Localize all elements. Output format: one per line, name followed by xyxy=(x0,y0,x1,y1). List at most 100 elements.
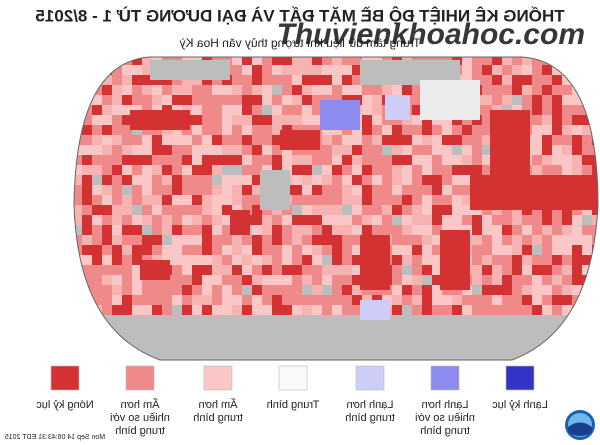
map-cell xyxy=(412,155,422,165)
map-cell xyxy=(302,165,312,175)
map-cell xyxy=(332,75,342,85)
map-cell xyxy=(122,215,132,225)
map-cell xyxy=(312,295,322,305)
map-cell xyxy=(122,115,132,125)
map-cell xyxy=(322,145,332,155)
map-cell xyxy=(302,345,312,355)
map-cell xyxy=(192,125,202,135)
map-cell xyxy=(562,155,572,165)
map-cell xyxy=(182,245,192,255)
map-cell xyxy=(132,305,142,315)
map-cell xyxy=(512,325,522,335)
map-cell xyxy=(392,285,402,295)
map-cell xyxy=(292,85,302,95)
map-cell xyxy=(582,305,592,315)
map-cell xyxy=(582,255,592,265)
map-cell xyxy=(352,57,362,65)
map-cell xyxy=(122,245,132,255)
map-cell xyxy=(512,315,522,325)
map-cell xyxy=(102,225,112,235)
map-cell xyxy=(492,285,502,295)
map-cell xyxy=(112,75,122,85)
map-cell xyxy=(352,305,362,315)
map-cell xyxy=(352,235,362,245)
map-cell xyxy=(192,345,202,355)
map-cell xyxy=(342,275,352,285)
map-cell xyxy=(102,155,112,165)
map-cell xyxy=(282,285,292,295)
map-cell xyxy=(142,155,152,165)
map-cell xyxy=(152,355,162,360)
map-cell xyxy=(452,305,462,315)
map-cell xyxy=(472,235,482,245)
map-cell xyxy=(492,255,502,265)
map-cell xyxy=(552,165,562,175)
map-cell xyxy=(392,315,402,325)
map-cell xyxy=(532,65,542,75)
map-cell xyxy=(142,57,152,65)
map-cell xyxy=(252,275,262,285)
map-cell xyxy=(222,265,232,275)
map-cell xyxy=(552,305,562,315)
map-cell xyxy=(242,325,252,335)
legend-label: trung bình xyxy=(193,412,243,424)
map-cell xyxy=(92,185,102,195)
map-cell xyxy=(172,315,182,325)
map-cell xyxy=(382,155,392,165)
map-cell xyxy=(272,215,282,225)
map-cell xyxy=(552,225,562,235)
map-cell xyxy=(172,215,182,225)
map-cell xyxy=(362,135,372,145)
map-cell xyxy=(202,195,212,205)
map-cell xyxy=(522,85,532,95)
map-cell xyxy=(522,225,532,235)
map-cell xyxy=(142,205,152,215)
map-cell xyxy=(74,325,82,335)
map-cell xyxy=(532,215,542,225)
map-cell xyxy=(232,255,242,265)
map-cell xyxy=(142,185,152,195)
map-cell xyxy=(572,315,582,325)
map-cell xyxy=(74,335,82,345)
map-cell xyxy=(242,345,252,355)
map-cell xyxy=(382,85,392,95)
map-cell xyxy=(292,165,302,175)
map-cell xyxy=(322,75,332,85)
map-cell xyxy=(562,325,572,335)
map-cell xyxy=(462,325,472,335)
map-cell xyxy=(232,165,242,175)
map-cell xyxy=(542,315,552,325)
map-cell xyxy=(132,225,142,235)
map-cell xyxy=(542,95,552,105)
map-cell xyxy=(212,325,222,335)
map-cell xyxy=(272,275,282,285)
map-cell xyxy=(212,245,222,255)
map-cell xyxy=(312,85,322,95)
map-cell xyxy=(582,165,592,175)
map-cell xyxy=(582,285,592,295)
map-cell xyxy=(542,355,552,360)
map-cell xyxy=(322,355,332,360)
map-cell xyxy=(212,175,222,185)
map-cell xyxy=(412,115,422,125)
map-cell xyxy=(262,155,272,165)
map-cell xyxy=(272,135,282,145)
legend-swatch xyxy=(203,365,233,391)
map-cell xyxy=(222,285,232,295)
legend-label: nhiều so với xyxy=(110,412,170,424)
map-cell xyxy=(252,135,262,145)
map-cell xyxy=(272,85,282,95)
map-cell xyxy=(552,295,562,305)
map-cell xyxy=(492,325,502,335)
map-cell xyxy=(542,305,552,315)
map-cell xyxy=(272,57,282,65)
map-patch xyxy=(360,300,390,320)
map-cell xyxy=(272,95,282,105)
map-cell xyxy=(402,215,412,225)
map-cell xyxy=(112,85,122,95)
map-cell xyxy=(172,285,182,295)
map-cell xyxy=(472,255,482,265)
map-cell xyxy=(82,345,92,355)
map-cell xyxy=(412,255,422,265)
map-cell xyxy=(482,325,492,335)
